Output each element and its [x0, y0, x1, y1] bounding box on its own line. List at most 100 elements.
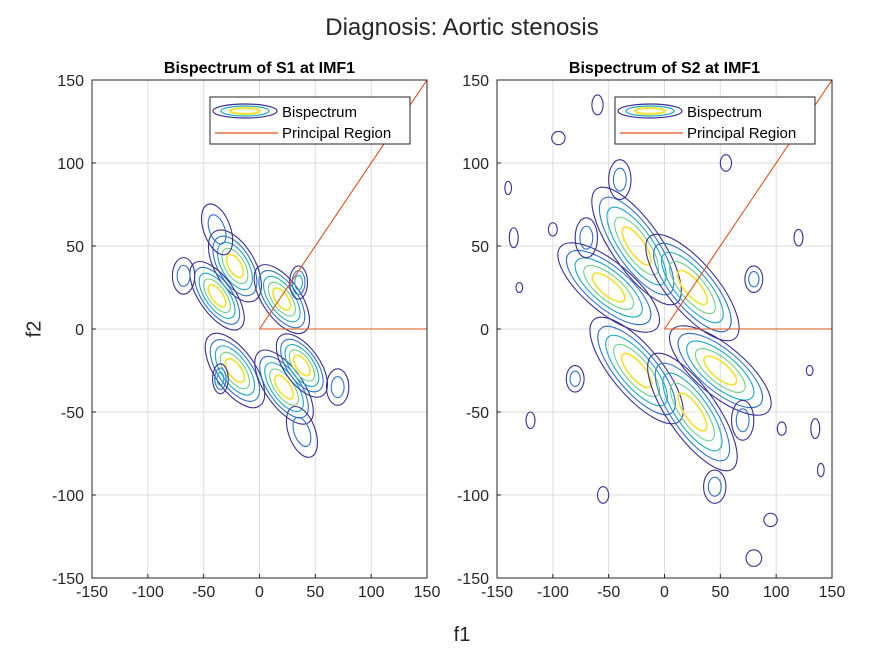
s1-contour-level-5 — [224, 357, 246, 384]
s1-contour-blob — [189, 261, 245, 331]
s2-contour-blob — [515, 281, 524, 294]
s2-contour-level-2 — [569, 370, 581, 387]
s2-xtick-label: -100 — [537, 584, 569, 601]
s2-xtick-label: 150 — [819, 584, 846, 601]
s2-contour-level-5 — [591, 272, 626, 303]
s1-contour-level-5 — [292, 354, 312, 377]
s1-legend-bispectrum-label: Bispectrum — [282, 104, 357, 121]
s1-contour-level-1 — [204, 332, 266, 409]
s1-xtick-label: 150 — [414, 584, 441, 601]
s2-ytick-label: -150 — [457, 571, 489, 588]
s1-legend: Bispectrum Principal Region — [209, 96, 411, 145]
s1-contour-level-3 — [216, 371, 225, 386]
s2-contour-level-4 — [583, 265, 635, 310]
s1-contour-blob — [325, 368, 350, 406]
s1-contour-blob — [171, 257, 196, 295]
s1-contour-level-1 — [189, 261, 245, 331]
s1-contour-level-2 — [280, 338, 324, 393]
s2-contour-blob — [508, 227, 519, 249]
s2-contour-level-1 — [776, 421, 787, 436]
s2-contour-level-4 — [669, 382, 715, 442]
s2-xtick-label: 100 — [763, 584, 790, 601]
s2-contour-level-1 — [508, 227, 519, 249]
s1-ytick-label: 0 — [75, 322, 84, 339]
s1-contour-level-2 — [193, 266, 241, 325]
s1-contour-blob — [212, 363, 229, 395]
s2-contour-level-1 — [596, 486, 610, 504]
s1-contour-level-4 — [203, 278, 231, 314]
s1-panel-title: Bispectrum of S1 at IMF1 — [164, 60, 355, 77]
s2-ytick-label: -100 — [457, 488, 489, 505]
s1-contour-level-4 — [267, 281, 296, 317]
s1-legend-bispectrum-swatch — [212, 103, 278, 119]
s2-contour-level-1 — [647, 352, 738, 472]
s2-contour-level-1 — [565, 364, 585, 393]
s2-contour-blob — [591, 94, 604, 116]
s2-contour-level-1 — [805, 364, 814, 377]
s1-contour-level-3 — [284, 344, 320, 387]
s2-ytick-label: -50 — [466, 405, 489, 422]
s1-xtick-label: -100 — [132, 584, 164, 601]
s2-contour-level-3 — [662, 372, 723, 452]
s2-ytick-label: 100 — [462, 156, 489, 173]
s2-contour-blob — [776, 421, 787, 436]
s1-contour-blob — [207, 229, 262, 303]
s2-contour-level-1 — [547, 222, 558, 237]
s2-contour-level-1 — [763, 512, 778, 528]
s1-contour-level-1 — [207, 229, 262, 303]
s2-contour-blob — [504, 180, 513, 196]
s2-legend-principal-label: Principal Region — [687, 125, 796, 142]
s2-contour-level-2 — [597, 325, 676, 416]
panel-s1: -150 -100 -50 0 50 100 150 -150 -100 -50 0 50 100 150… — [52, 60, 440, 601]
s1-contour-blob — [275, 333, 329, 398]
s1-contour-blob — [253, 264, 311, 335]
s2-ticks: -150 -100 -50 0 50 100 150 -150 -100 -50 0 50 100 150 — [457, 73, 845, 601]
s2-contour-blob — [745, 549, 763, 567]
s2-contour-blob — [596, 486, 610, 504]
s2-contour-level-3 — [661, 251, 724, 324]
s2-contour-level-5 — [676, 269, 709, 306]
s1-contour-level-5 — [273, 374, 295, 400]
s2-ytick-label: 0 — [480, 322, 489, 339]
s1-xtick-label: -50 — [192, 584, 215, 601]
s1-contour-level-4 — [219, 351, 251, 390]
s2-contour-blob — [816, 462, 825, 478]
s2-contour-level-1 — [719, 154, 733, 172]
s1-contour-level-1 — [285, 405, 319, 458]
panel-s2: -150 -100 -50 0 50 100 150 -150 -100 -50 0 50 100 150… — [457, 60, 845, 601]
s2-legend-bispectrum-label: Bispectrum — [687, 104, 762, 121]
s1-contour-blob — [285, 405, 319, 458]
s1-ytick-label: -100 — [52, 488, 84, 505]
s2-contour-level-1 — [525, 411, 536, 430]
s1-xtick-label: 0 — [255, 584, 264, 601]
s1-contour-level-3 — [198, 272, 236, 319]
s1-contour-level-5 — [225, 253, 245, 279]
s2-contour-blob — [744, 265, 764, 294]
s1-ytick-label: -50 — [61, 405, 84, 422]
s2-contour-level-2 — [677, 332, 764, 409]
s1-xtick-label: 50 — [306, 584, 324, 601]
s2-contour-blob — [557, 242, 661, 333]
s2-contour-level-4 — [669, 260, 716, 315]
s2-contour-blob — [793, 228, 804, 247]
s1-contour-level-2 — [209, 339, 261, 402]
s2-contour-level-1 — [608, 159, 632, 201]
s1-ytick-label: 50 — [66, 239, 84, 256]
s2-contour-level-1 — [574, 217, 599, 259]
s1-contour-level-4 — [221, 247, 249, 285]
s2-ytick-label: 150 — [462, 73, 489, 90]
s2-contour-blob — [805, 364, 814, 377]
s2-legend-bispectrum-swatch — [617, 103, 683, 119]
s1-contour-level-3 — [263, 275, 301, 323]
s2-contour-blob — [810, 418, 821, 440]
s1-contour-blob — [289, 265, 309, 300]
s1-contour-level-2 — [330, 376, 345, 399]
s2-contour-level-5 — [677, 392, 708, 432]
s1-ytick-label: 150 — [57, 73, 84, 90]
s1-contour-level-3 — [294, 274, 304, 291]
s2-xtick-label: 50 — [711, 584, 729, 601]
s1-ytick-label: 100 — [57, 156, 84, 173]
s2-contour-level-2 — [565, 249, 652, 326]
s2-contour-blob — [703, 469, 727, 504]
